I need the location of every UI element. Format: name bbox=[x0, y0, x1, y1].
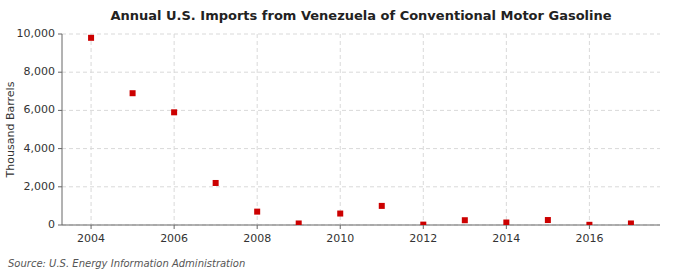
point bbox=[88, 35, 94, 41]
x-tick-label: 2008 bbox=[243, 232, 271, 245]
x-grid-line bbox=[174, 34, 175, 225]
point bbox=[545, 217, 551, 223]
x-grid-line bbox=[340, 34, 341, 225]
y-tick bbox=[58, 72, 62, 73]
y-tick bbox=[58, 186, 62, 187]
point bbox=[586, 222, 592, 225]
x-tick bbox=[423, 225, 424, 229]
x-grid-line bbox=[506, 34, 507, 225]
x-tick bbox=[506, 225, 507, 229]
chart-container: 0 2,000 4,000 6,000 8,000 10,000 2004 2006 2008 2… bbox=[0, 0, 675, 275]
x-grid-line bbox=[423, 34, 424, 225]
y-tick-label: 4,000 bbox=[24, 142, 56, 155]
point bbox=[213, 180, 219, 186]
y-tick-label: 10,000 bbox=[17, 27, 56, 40]
x-tick bbox=[589, 225, 590, 229]
y-grid-line bbox=[62, 34, 660, 35]
x-tick bbox=[174, 225, 175, 229]
y-axis-label: Thousand Barrels bbox=[4, 81, 17, 178]
x-tick-label: 2004 bbox=[77, 232, 105, 245]
points bbox=[88, 35, 634, 225]
y-grid-line bbox=[62, 72, 660, 73]
y-grid-line bbox=[62, 110, 660, 111]
x-tick-label: 2006 bbox=[160, 232, 188, 245]
x-axis-line bbox=[62, 225, 660, 226]
point bbox=[171, 109, 177, 115]
y-grid-line bbox=[62, 186, 660, 187]
title: Annual U.S. Imports from Venezuela of Co… bbox=[110, 8, 611, 23]
y-grid-line bbox=[62, 225, 660, 226]
x-tick-label: 2010 bbox=[326, 232, 354, 245]
x-tick-label: 2014 bbox=[492, 232, 520, 245]
chart-svg: 0 2,000 4,000 6,000 8,000 10,000 2004 2006 2008 2… bbox=[0, 0, 675, 275]
y-tick-label: 0 bbox=[48, 218, 55, 231]
x-tick bbox=[257, 225, 258, 229]
source-note: Source: U.S. Energy Information Administ… bbox=[8, 258, 245, 269]
y-grid-line bbox=[62, 148, 660, 149]
y-tick bbox=[58, 110, 62, 111]
y-tick-label: 2,000 bbox=[24, 180, 56, 193]
point bbox=[254, 209, 260, 215]
x-tick-label: 2016 bbox=[575, 232, 603, 245]
x-grid-line bbox=[589, 34, 590, 225]
x-grid-line bbox=[257, 34, 258, 225]
point bbox=[462, 217, 468, 223]
point bbox=[503, 220, 509, 225]
point bbox=[420, 222, 426, 225]
y-tick bbox=[58, 225, 62, 226]
x-tick bbox=[91, 225, 92, 229]
y-tick bbox=[58, 148, 62, 149]
y-tick-label: 8,000 bbox=[24, 65, 56, 78]
y-axis-line bbox=[62, 34, 63, 225]
point bbox=[296, 220, 302, 225]
grid bbox=[62, 34, 660, 225]
point bbox=[130, 90, 136, 96]
x-grid-line bbox=[91, 34, 92, 225]
axes: 0 2,000 4,000 6,000 8,000 10,000 2004 2006 2008 2… bbox=[17, 27, 661, 245]
point bbox=[628, 220, 634, 225]
background bbox=[0, 0, 675, 275]
point bbox=[379, 203, 385, 209]
y-tick bbox=[58, 34, 62, 35]
x-tick bbox=[340, 225, 341, 229]
x-tick-label: 2012 bbox=[409, 232, 437, 245]
y-tick-label: 6,000 bbox=[24, 103, 56, 116]
point bbox=[337, 211, 343, 217]
